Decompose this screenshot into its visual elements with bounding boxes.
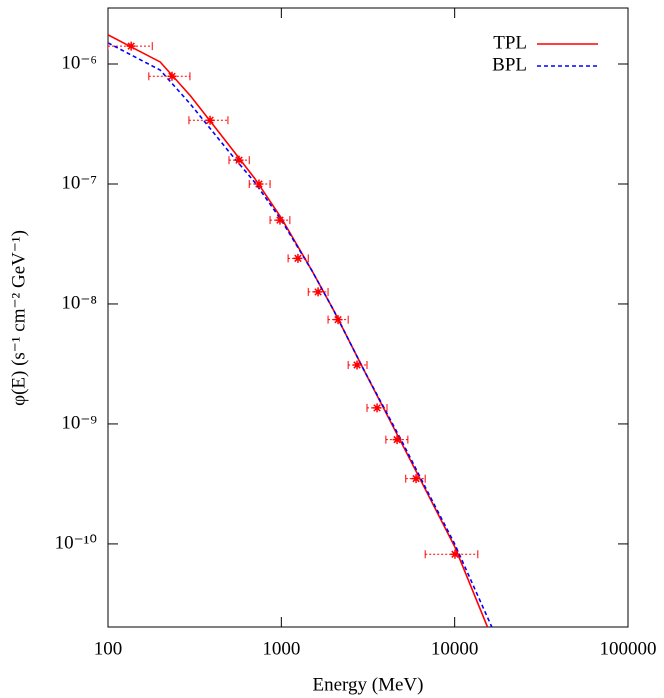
data-point (254, 179, 264, 189)
y-tick-label: 10⁻⁷ (61, 172, 97, 193)
plot-frame (107, 7, 629, 628)
y-tick-label: 10⁻⁸ (61, 292, 97, 313)
data-point (126, 41, 136, 51)
data-point (352, 360, 362, 370)
data-point (167, 71, 177, 81)
x-axis-label: Energy (MeV) (313, 674, 424, 695)
data-point (313, 287, 323, 297)
x-tick-label: 100000 (600, 638, 657, 659)
data-point (372, 403, 382, 413)
y-tick-label: 10⁻⁶ (61, 52, 97, 73)
data-point (293, 253, 303, 263)
data-point (392, 435, 402, 445)
y-axis-label: φ(E) (s⁻¹ cm⁻² GeV⁻¹) (8, 230, 29, 406)
model-line (108, 34, 489, 627)
model-line (108, 42, 493, 627)
data-point (234, 155, 244, 165)
legend-label: TPL (493, 32, 527, 53)
legend-label: BPL (492, 54, 527, 75)
data-point (275, 215, 285, 225)
x-tick-label: 10000 (431, 638, 479, 659)
data-point (333, 315, 343, 325)
data-point (205, 115, 215, 125)
plot-area (108, 34, 493, 627)
y-tick-label: 10⁻⁹ (61, 412, 97, 433)
x-tick-label: 1000 (262, 638, 300, 659)
data-point (450, 549, 460, 559)
y-tick-label: 10⁻¹⁰ (55, 532, 97, 553)
x-tick-label: 100 (94, 638, 123, 659)
data-point (411, 474, 421, 484)
